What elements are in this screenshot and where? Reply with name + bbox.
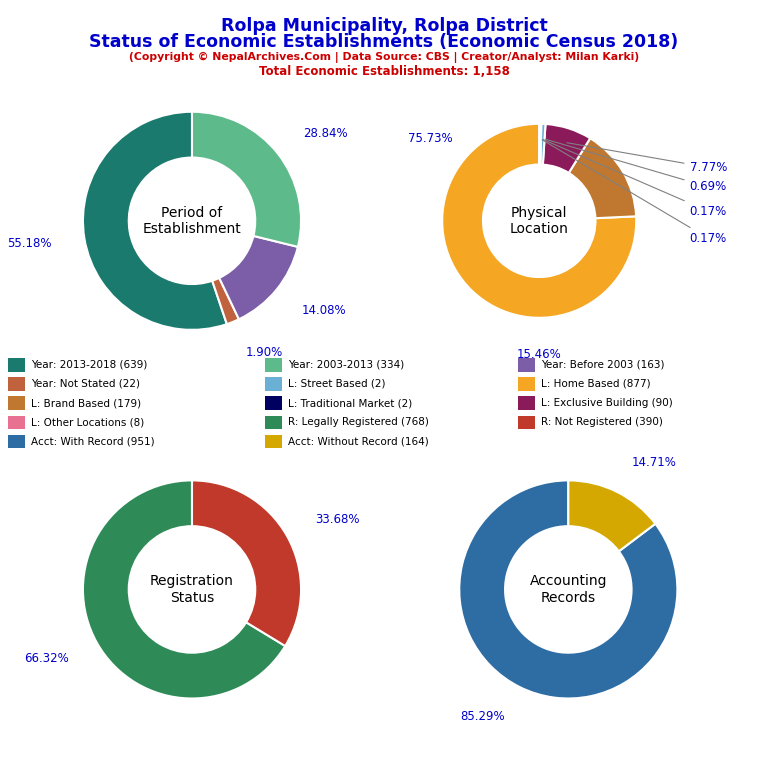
Text: R: Not Registered (390): R: Not Registered (390) <box>541 417 664 428</box>
Wedge shape <box>83 481 285 698</box>
Text: L: Street Based (2): L: Street Based (2) <box>288 379 386 389</box>
Bar <box>518 358 535 372</box>
Text: 85.29%: 85.29% <box>461 710 505 723</box>
Bar <box>518 415 535 429</box>
Text: 55.18%: 55.18% <box>8 237 52 250</box>
Wedge shape <box>541 124 545 164</box>
Bar <box>8 435 25 449</box>
Text: L: Traditional Market (2): L: Traditional Market (2) <box>288 398 412 409</box>
Bar <box>265 435 282 449</box>
Text: Year: 2013-2018 (639): Year: 2013-2018 (639) <box>31 359 147 370</box>
Text: 0.69%: 0.69% <box>545 139 727 194</box>
Wedge shape <box>540 124 541 164</box>
Text: Acct: Without Record (164): Acct: Without Record (164) <box>288 436 429 447</box>
Wedge shape <box>192 481 301 646</box>
Text: Acct: With Record (951): Acct: With Record (951) <box>31 436 154 447</box>
Bar <box>265 396 282 410</box>
Wedge shape <box>192 111 301 247</box>
Text: Period of
Establishment: Period of Establishment <box>143 206 241 236</box>
Text: Rolpa Municipality, Rolpa District: Rolpa Municipality, Rolpa District <box>220 17 548 35</box>
Text: 75.73%: 75.73% <box>409 132 453 145</box>
Text: 14.08%: 14.08% <box>302 304 346 317</box>
Wedge shape <box>459 481 677 698</box>
Wedge shape <box>539 124 540 164</box>
Text: Accounting
Records: Accounting Records <box>530 574 607 604</box>
Text: 0.17%: 0.17% <box>542 140 727 245</box>
Text: Year: Before 2003 (163): Year: Before 2003 (163) <box>541 359 665 370</box>
Text: 0.17%: 0.17% <box>543 140 727 217</box>
Wedge shape <box>219 236 298 319</box>
Text: R: Legally Registered (768): R: Legally Registered (768) <box>288 417 429 428</box>
Text: L: Brand Based (179): L: Brand Based (179) <box>31 398 141 409</box>
Text: Year: Not Stated (22): Year: Not Stated (22) <box>31 379 140 389</box>
Wedge shape <box>568 481 655 551</box>
Text: 15.46%: 15.46% <box>517 348 561 361</box>
Wedge shape <box>212 278 239 324</box>
Text: 28.84%: 28.84% <box>303 127 348 140</box>
Bar <box>8 415 25 429</box>
Bar <box>518 377 535 391</box>
Bar <box>8 396 25 410</box>
Text: L: Home Based (877): L: Home Based (877) <box>541 379 651 389</box>
Text: L: Other Locations (8): L: Other Locations (8) <box>31 417 144 428</box>
Wedge shape <box>83 111 227 329</box>
Text: 33.68%: 33.68% <box>316 513 360 526</box>
Text: L: Exclusive Building (90): L: Exclusive Building (90) <box>541 398 674 409</box>
Bar <box>265 415 282 429</box>
Text: Physical
Location: Physical Location <box>510 206 568 236</box>
Text: Year: 2003-2013 (334): Year: 2003-2013 (334) <box>288 359 404 370</box>
Text: 66.32%: 66.32% <box>24 653 68 666</box>
Wedge shape <box>543 124 590 173</box>
Text: Total Economic Establishments: 1,158: Total Economic Establishments: 1,158 <box>259 65 509 78</box>
Text: (Copyright © NepalArchives.Com | Data Source: CBS | Creator/Analyst: Milan Karki: (Copyright © NepalArchives.Com | Data So… <box>129 51 639 62</box>
Text: Status of Economic Establishments (Economic Census 2018): Status of Economic Establishments (Econo… <box>89 33 679 51</box>
Bar <box>8 377 25 391</box>
Bar <box>518 396 535 410</box>
Bar <box>8 358 25 372</box>
Text: 7.77%: 7.77% <box>567 143 727 174</box>
Wedge shape <box>569 138 636 218</box>
Bar <box>265 358 282 372</box>
Text: 14.71%: 14.71% <box>631 456 677 469</box>
Bar <box>265 377 282 391</box>
Wedge shape <box>442 124 636 318</box>
Text: Registration
Status: Registration Status <box>150 574 234 604</box>
Text: 1.90%: 1.90% <box>245 346 283 359</box>
